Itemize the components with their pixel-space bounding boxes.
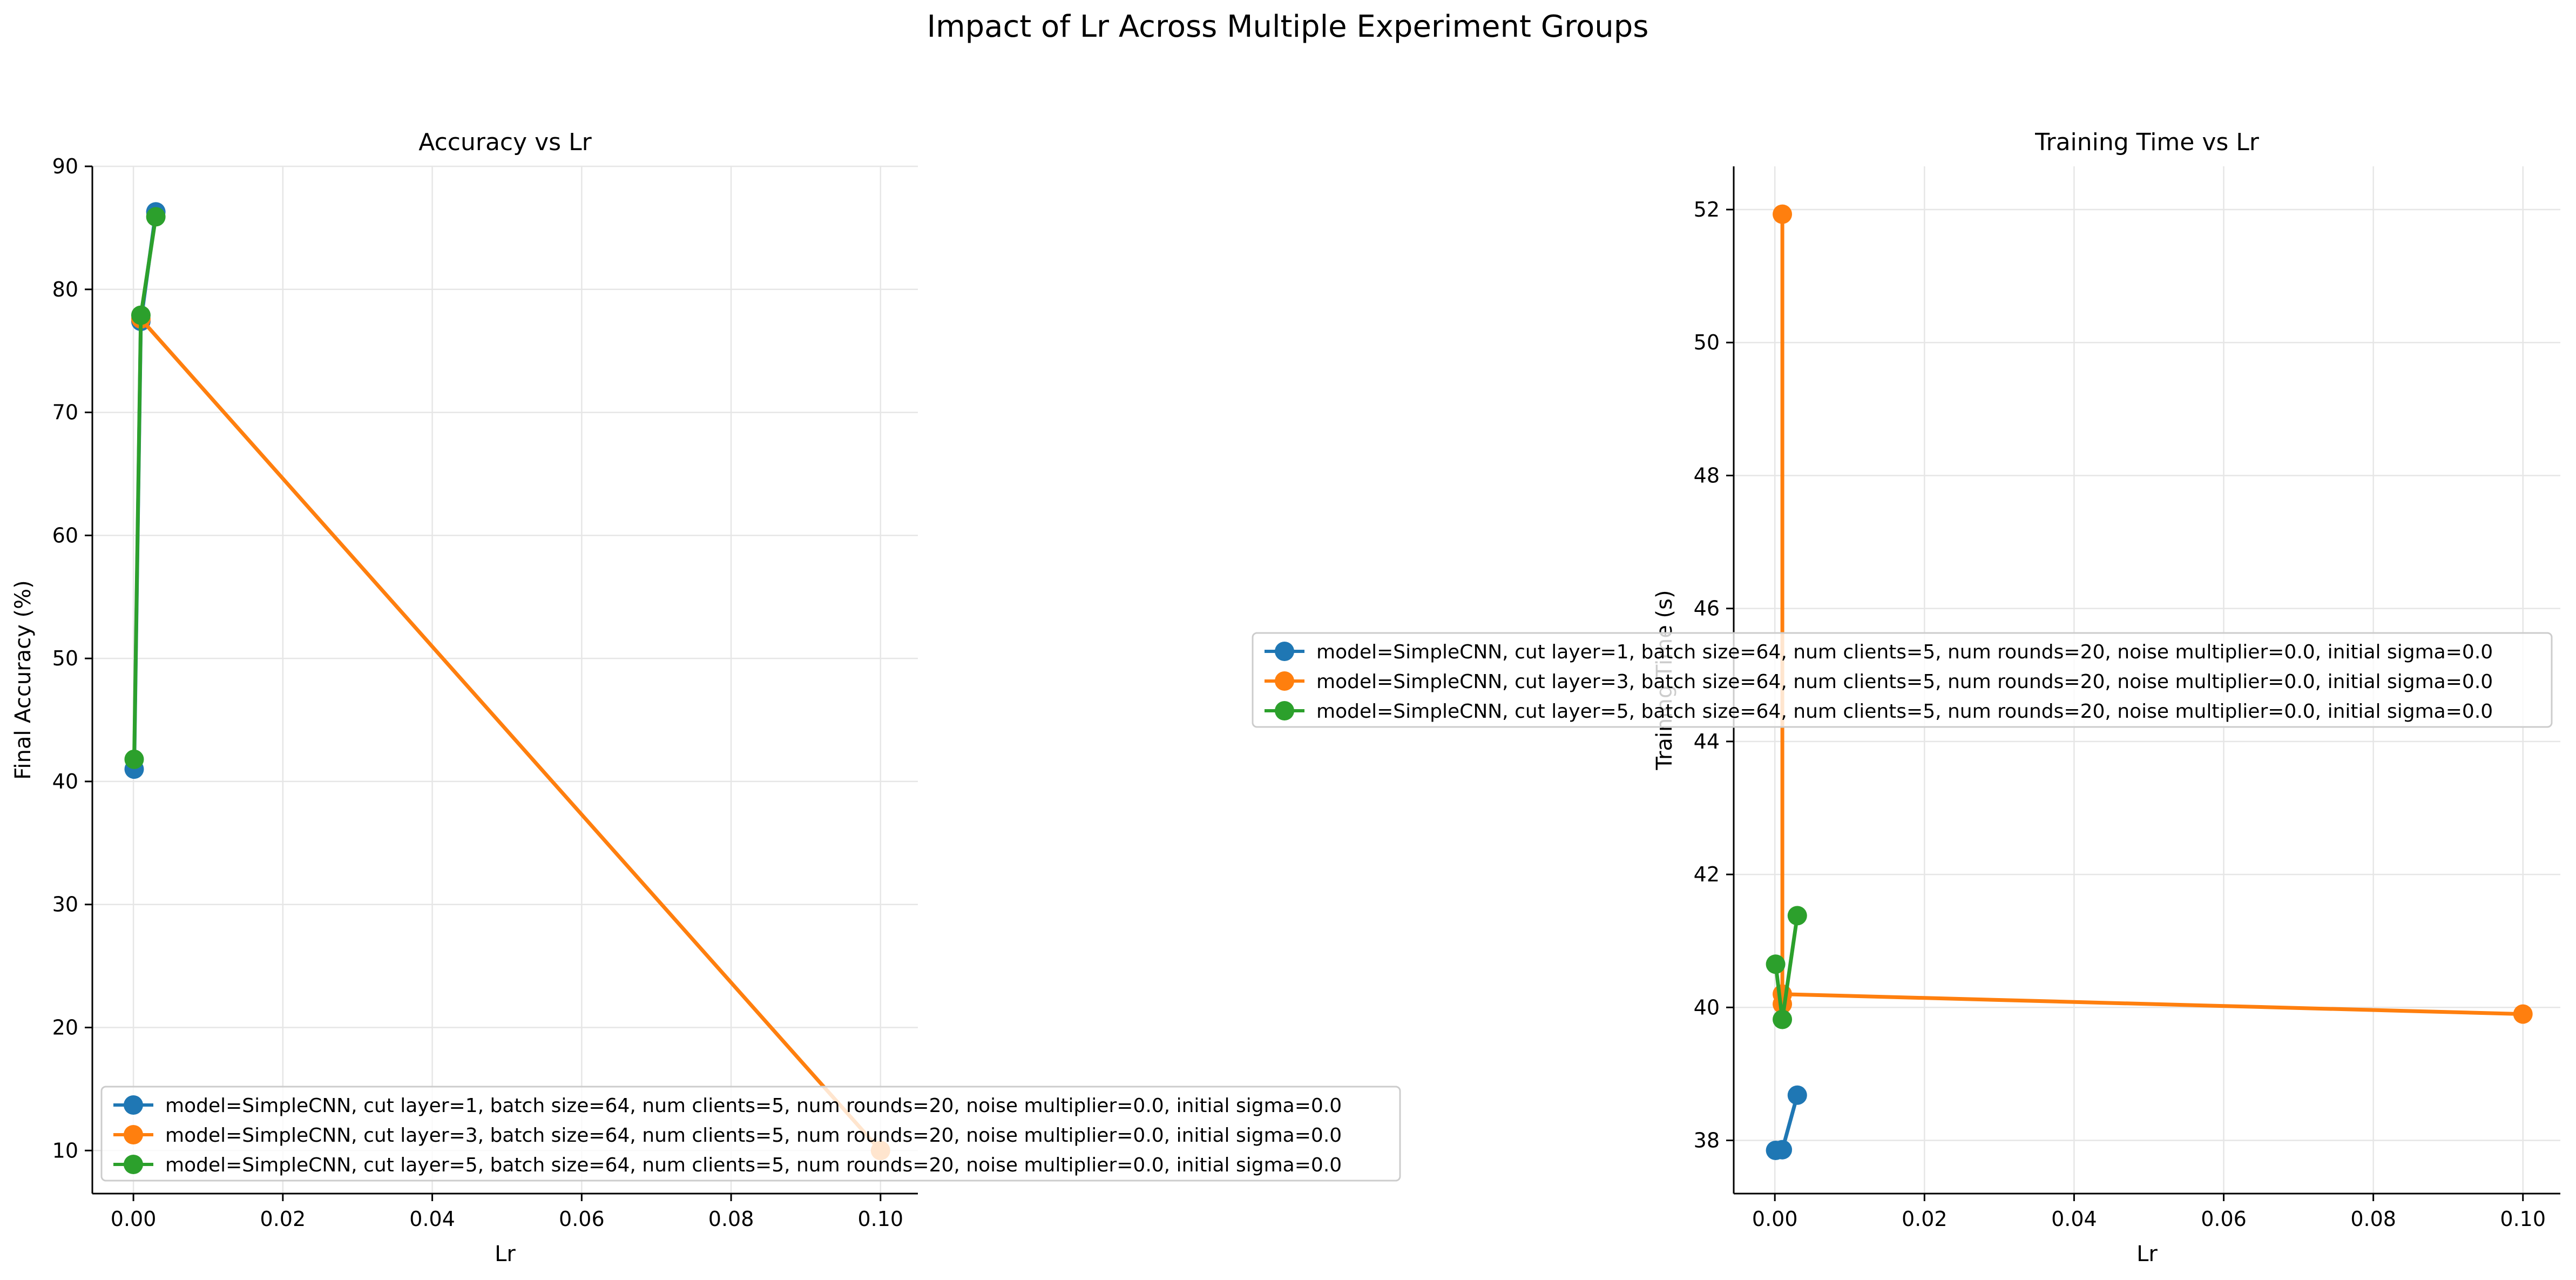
legend-swatch-marker xyxy=(124,1095,143,1115)
y-tick-label: 40 xyxy=(52,770,78,793)
grid xyxy=(92,165,918,1194)
legend-frame xyxy=(1252,632,2553,728)
figure-suptitle: Impact of Lr Across Multiple Experiment … xyxy=(927,9,1649,44)
series-3 xyxy=(124,207,166,769)
x-tick-label: 0.10 xyxy=(2500,1207,2546,1231)
y-tick-label: 44 xyxy=(1694,730,1720,753)
data-point xyxy=(1773,984,1793,1004)
legend: model=SimpleCNN, cut layer=1, batch size… xyxy=(1252,632,2553,728)
legend-entry-label: model=SimpleCNN, cut layer=1, batch size… xyxy=(1316,641,2493,663)
x-tick-label: 0.02 xyxy=(1902,1207,1948,1231)
data-point xyxy=(1773,1140,1793,1160)
data-point xyxy=(131,305,151,325)
training-time-subplot: 0.00 0.02 0.04 0.06 0.08 0.10 38 40 42 44 46 48 50 52… xyxy=(1252,129,2560,1266)
legend-frame xyxy=(100,1086,1401,1182)
y-tick-label: 38 xyxy=(1694,1129,1720,1153)
legend-swatch-marker xyxy=(124,1155,143,1174)
x-axis-label: Lr xyxy=(2136,1242,2158,1266)
y-tick-label: 42 xyxy=(1694,863,1720,886)
legend-entry-label: model=SimpleCNN, cut layer=3, batch size… xyxy=(1316,671,2493,693)
legend-entry-label: model=SimpleCNN, cut layer=5, batch size… xyxy=(1316,700,2493,723)
y-tick-label: 48 xyxy=(1694,463,1720,487)
series-3 xyxy=(1766,906,1807,1029)
x-tick-label: 0.06 xyxy=(2201,1207,2247,1231)
legend-swatch-marker xyxy=(1275,701,1294,720)
legend-entry-label: model=SimpleCNN, cut layer=5, batch size… xyxy=(165,1154,1342,1176)
y-tick-label: 50 xyxy=(52,646,78,670)
y-tick-label: 70 xyxy=(52,401,78,425)
data-point xyxy=(146,207,166,227)
series-2 xyxy=(1773,204,2533,1024)
subplot-title: Training Time vs Lr xyxy=(2034,129,2260,156)
data-point xyxy=(1787,1085,1807,1105)
x-tick-label: 0.08 xyxy=(708,1207,754,1231)
y-tick-label: 20 xyxy=(52,1015,78,1039)
y-tick-label: 52 xyxy=(1694,198,1720,221)
data-point xyxy=(2513,1004,2533,1024)
y-axis-label: Final Accuracy (%) xyxy=(11,580,36,779)
x-tick-label: 0.00 xyxy=(1752,1207,1798,1231)
x-tick-label: 0.06 xyxy=(559,1207,605,1231)
x-tick-label: 0.02 xyxy=(260,1207,306,1231)
accuracy-subplot: 0.00 0.02 0.04 0.06 0.08 0.10 10 20 30 40 50 60 70 80… xyxy=(11,129,1401,1266)
y-tick-label: 10 xyxy=(52,1138,78,1162)
data-point xyxy=(1766,954,1786,974)
data-point xyxy=(1773,204,1793,224)
x-axis-label: Lr xyxy=(495,1242,516,1266)
legend: model=SimpleCNN, cut layer=1, batch size… xyxy=(100,1086,1401,1182)
y-tick-label: 46 xyxy=(1694,597,1720,621)
x-tick-label: 0.08 xyxy=(2350,1207,2396,1231)
legend-entry-label: model=SimpleCNN, cut layer=3, batch size… xyxy=(165,1124,1342,1147)
y-tick-label: 80 xyxy=(52,278,78,301)
series-line xyxy=(139,317,883,1153)
data-point xyxy=(1787,906,1807,926)
y-tick-label: 50 xyxy=(1694,331,1720,354)
legend-swatch-marker xyxy=(1275,642,1294,661)
data-point xyxy=(1773,1009,1793,1029)
legend-entry-label: model=SimpleCNN, cut layer=1, batch size… xyxy=(165,1095,1342,1117)
x-tick-label: 0.04 xyxy=(409,1207,455,1231)
y-tick-label: 40 xyxy=(1694,995,1720,1019)
legend-swatch-marker xyxy=(1275,671,1294,691)
y-tick-label: 60 xyxy=(52,523,78,547)
x-tick-label: 0.00 xyxy=(111,1207,157,1231)
x-tick-label: 0.10 xyxy=(858,1207,904,1231)
data-point xyxy=(124,749,144,769)
series-1 xyxy=(1766,1085,1807,1160)
legend-swatch-marker xyxy=(124,1125,143,1144)
subplot-title: Accuracy vs Lr xyxy=(418,129,592,156)
y-tick-label: 30 xyxy=(52,893,78,917)
y-tick-label: 90 xyxy=(52,154,78,178)
x-tick-label: 0.04 xyxy=(2051,1207,2097,1231)
